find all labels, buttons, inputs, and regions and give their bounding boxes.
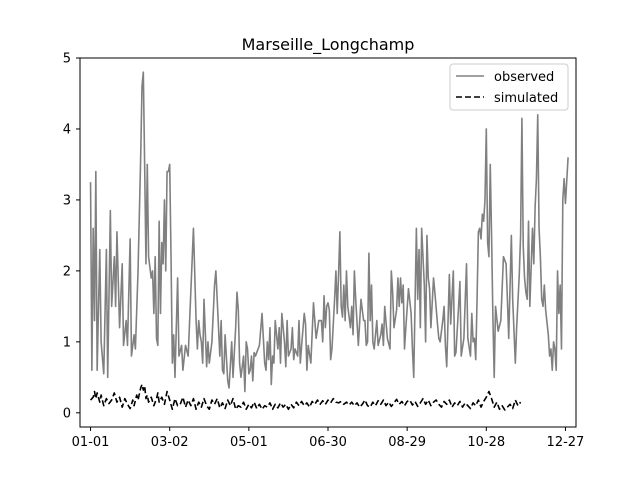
x-tick-label: 01-01 [72, 435, 110, 450]
y-tick-label: 3 [63, 193, 71, 208]
y-tick-label: 4 [63, 122, 71, 137]
x-tick-label: 05-01 [230, 435, 268, 450]
x-tick-label: 12-27 [547, 435, 585, 450]
legend: observed simulated [449, 63, 569, 111]
series-line-observed [89, 71, 569, 393]
axes: 01-01 03-02 05-01 06-30 08-29 10-28 12-27 0 1 2 3 4… [63, 52, 585, 451]
x-tick-label: 06-30 [309, 435, 347, 450]
series-line-simulated [89, 383, 522, 411]
legend-label-observed: observed [494, 70, 554, 85]
y-tick-label: 0 [63, 406, 71, 421]
y-tick-label: 2 [63, 264, 71, 279]
x-tick-label: 10-28 [467, 435, 505, 450]
y-tick-label: 5 [63, 52, 71, 67]
x-tick-label: 03-02 [151, 435, 189, 450]
series-layer [89, 71, 569, 411]
x-tick-label: 08-29 [388, 435, 426, 450]
y-tick-label: 1 [63, 335, 71, 350]
chart-title: Marseille_Longchamp [242, 35, 415, 55]
legend-label-simulated: simulated [494, 91, 558, 106]
